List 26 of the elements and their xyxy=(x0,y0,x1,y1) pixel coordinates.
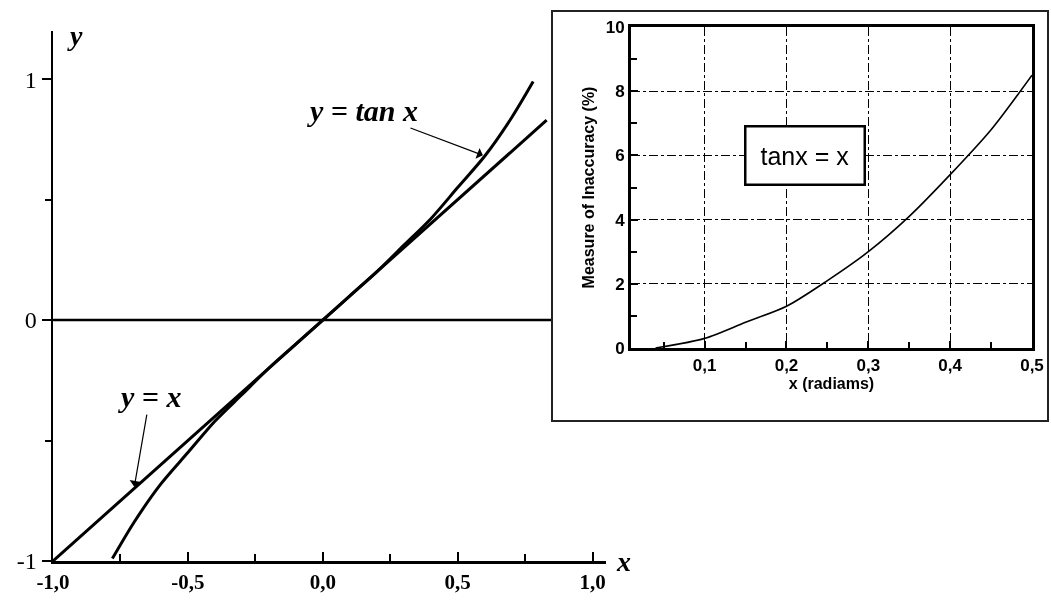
x-tick-label: 0,2 xyxy=(774,356,799,376)
x-tick-label: 0,0 xyxy=(309,569,336,594)
x-axis-title: x (radiams) xyxy=(788,375,875,393)
x-tick-label: -1,0 xyxy=(36,569,70,594)
series-label: y = x xyxy=(118,380,182,413)
y-axis-title: y xyxy=(67,20,83,51)
x-tick-label: -0,5 xyxy=(171,569,205,594)
text: y = tan x xyxy=(307,94,418,127)
x-tick-label: 0,3 xyxy=(856,356,881,376)
y-tick-label: 1 xyxy=(24,66,37,93)
y-axis-title: Measure of Inaccuracy (%) xyxy=(579,86,597,289)
x-tick-label: 0,5 xyxy=(1020,356,1044,376)
y-tick-label: 0 xyxy=(24,307,37,334)
y-tick-label: 0 xyxy=(615,338,625,358)
x-tick-label: 0,4 xyxy=(938,356,963,376)
x-tick-label: 0,1 xyxy=(692,356,717,376)
y-tick-label: 10 xyxy=(605,17,625,37)
y-tick-label: 4 xyxy=(615,210,626,230)
x-tick-label: 0,5 xyxy=(444,569,471,594)
y-tick-label: 6 xyxy=(615,146,625,166)
y-tick-label: 8 xyxy=(615,82,625,102)
y-tick-label: 2 xyxy=(615,274,625,294)
x-axis-title: x xyxy=(616,546,631,577)
annotation: tanx = x xyxy=(760,141,850,170)
y-tick-label: -1 xyxy=(16,548,37,575)
x-tick-label: 1,0 xyxy=(579,569,606,594)
